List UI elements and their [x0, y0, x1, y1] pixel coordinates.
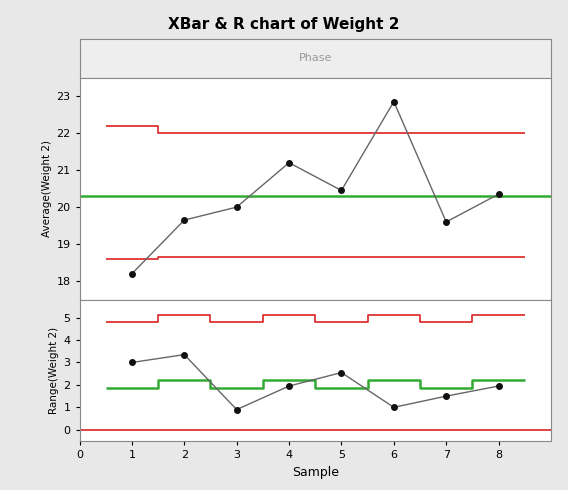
Point — [127, 270, 136, 278]
Point — [337, 187, 346, 195]
Point — [442, 218, 451, 226]
Y-axis label: Average(Weight 2): Average(Weight 2) — [42, 140, 52, 237]
Point — [494, 382, 503, 390]
Y-axis label: Range(Weight 2): Range(Weight 2) — [49, 327, 59, 414]
Point — [442, 392, 451, 400]
Text: Phase: Phase — [299, 53, 332, 63]
Point — [179, 216, 189, 224]
Point — [337, 368, 346, 376]
Point — [232, 406, 241, 414]
Point — [285, 159, 294, 167]
Point — [389, 98, 398, 105]
Point — [127, 359, 136, 367]
Point — [494, 190, 503, 198]
X-axis label: Sample: Sample — [292, 466, 339, 479]
Point — [232, 203, 241, 211]
Point — [179, 351, 189, 359]
Text: XBar & R chart of Weight 2: XBar & R chart of Weight 2 — [168, 17, 400, 32]
Point — [389, 403, 398, 411]
Point — [285, 382, 294, 390]
